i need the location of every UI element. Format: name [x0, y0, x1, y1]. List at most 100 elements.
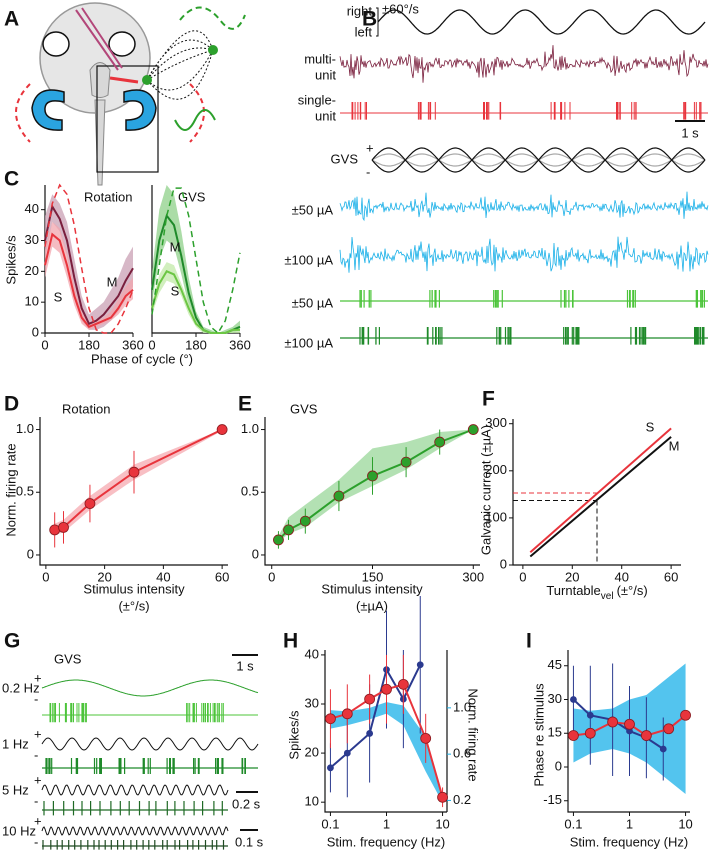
- marker: [663, 723, 675, 735]
- x-axis-label: (±°/s): [118, 598, 149, 613]
- y-tick-label: 0.6: [453, 746, 471, 761]
- freq-label: 5 Hz: [2, 782, 29, 797]
- inset-box: [96, 65, 159, 173]
- trace: [371, 147, 706, 173]
- y-axis-label: Norm. firing rate: [3, 443, 18, 536]
- polarity: +: [34, 726, 42, 741]
- direction-label: right: [347, 3, 373, 18]
- band: [45, 222, 133, 330]
- x-tick-label: 0: [268, 569, 275, 584]
- y-tick-label: 1.0: [453, 699, 471, 714]
- rotation-arrow: [189, 83, 205, 143]
- x-axis-label-text: Turntable: [546, 583, 600, 598]
- marker: [84, 498, 96, 509]
- x-tick-label: 360: [122, 337, 144, 352]
- ear: [31, 89, 65, 131]
- x-tick-label: 20: [97, 569, 111, 584]
- scale-label: ±60°/s: [382, 1, 419, 16]
- trace: [340, 290, 708, 308]
- x-axis-label: Stim. frequency (Hz): [570, 834, 688, 849]
- line: [44, 183, 134, 334]
- series-label: S: [171, 283, 180, 298]
- trace: [377, 9, 706, 35]
- x-tick-label: 180: [78, 337, 100, 352]
- marker: [333, 490, 345, 502]
- freq-label: 0.2 Hz: [2, 680, 40, 695]
- x-tick-label: 180: [185, 337, 207, 352]
- y-tick-label: 10: [305, 794, 319, 809]
- electrode-dot: [208, 45, 218, 55]
- panel-letter: B: [362, 8, 377, 31]
- axis: [264, 417, 480, 566]
- y-axis-label: Phase re stimulus: [531, 683, 546, 787]
- band: [45, 194, 133, 330]
- x-tick-label: 1: [383, 816, 390, 831]
- trace: [41, 784, 229, 796]
- trace-label: single-: [298, 92, 336, 107]
- trace-label: unit: [315, 67, 336, 82]
- marker: [128, 466, 140, 478]
- polarity: +: [34, 813, 42, 828]
- chart-title: Rotation: [84, 189, 132, 204]
- x-tick-label: 0: [42, 569, 49, 584]
- marker: [568, 730, 579, 741]
- line: [529, 427, 672, 554]
- x-tick-label: 20: [565, 569, 579, 584]
- x-tick-label: 0.1: [321, 816, 339, 831]
- trace-label: ±100 µA: [284, 335, 333, 350]
- y-tick-label: 30: [25, 232, 39, 247]
- trace: [339, 191, 709, 222]
- rotation-arrow: [15, 83, 31, 143]
- x-axis-label-unit: (±°/s): [617, 583, 648, 598]
- fish-diagram: [15, 2, 246, 186]
- scale-label: 1 s: [236, 658, 254, 673]
- trace: [340, 327, 708, 345]
- marker: [381, 683, 392, 695]
- y-tick-label: 1.0: [241, 421, 259, 436]
- trace: [42, 840, 228, 850]
- marker: [58, 521, 69, 533]
- y-tick-label: 10: [25, 294, 39, 309]
- polarity: -: [34, 691, 38, 706]
- x-tick-label: 60: [215, 569, 229, 584]
- marker: [341, 708, 353, 720]
- y-axis-label: Spikes/s: [3, 235, 18, 285]
- trace-label: ±100 µA: [284, 252, 333, 267]
- x-axis-label-sub: vel: [601, 591, 614, 602]
- panel-letter: C: [4, 168, 19, 191]
- x-tick-label: 0: [148, 337, 155, 352]
- x-tick-label: 150: [362, 569, 384, 584]
- y-axis-label: Galvanic current (±µA): [478, 425, 493, 555]
- marker: [584, 727, 596, 739]
- trace-label: ±50 µA: [292, 202, 334, 217]
- y-tick-label: 100: [485, 509, 507, 524]
- panel-letter: D: [4, 393, 19, 416]
- marker: [343, 749, 351, 757]
- panel-letter: A: [4, 8, 19, 31]
- marker: [216, 424, 228, 435]
- x-tick-label: 0: [41, 337, 48, 352]
- x-tick-label: 1: [626, 816, 633, 831]
- trace: [339, 45, 709, 83]
- axis: [39, 417, 228, 566]
- panel-letter: H: [283, 630, 298, 653]
- chart-title: GVS: [178, 189, 206, 204]
- marker: [416, 661, 424, 669]
- panel-letter: I: [526, 630, 532, 653]
- y-tick-label: 45: [548, 657, 562, 672]
- marker: [420, 732, 432, 744]
- x-tick-label: 360: [229, 337, 251, 352]
- polarity: +: [34, 670, 42, 685]
- y2-axis-label: Norm. firing rate: [466, 688, 481, 781]
- trace-label: multi-: [304, 51, 336, 66]
- marker: [325, 713, 336, 725]
- band: [152, 185, 240, 333]
- axis: [567, 650, 690, 813]
- y-tick-label: -15: [543, 792, 562, 807]
- y-tick-label: 40: [25, 201, 39, 216]
- trace: [339, 236, 709, 273]
- trace: [42, 801, 228, 816]
- scale-label: 0.2 s: [232, 796, 261, 811]
- marker: [570, 696, 577, 703]
